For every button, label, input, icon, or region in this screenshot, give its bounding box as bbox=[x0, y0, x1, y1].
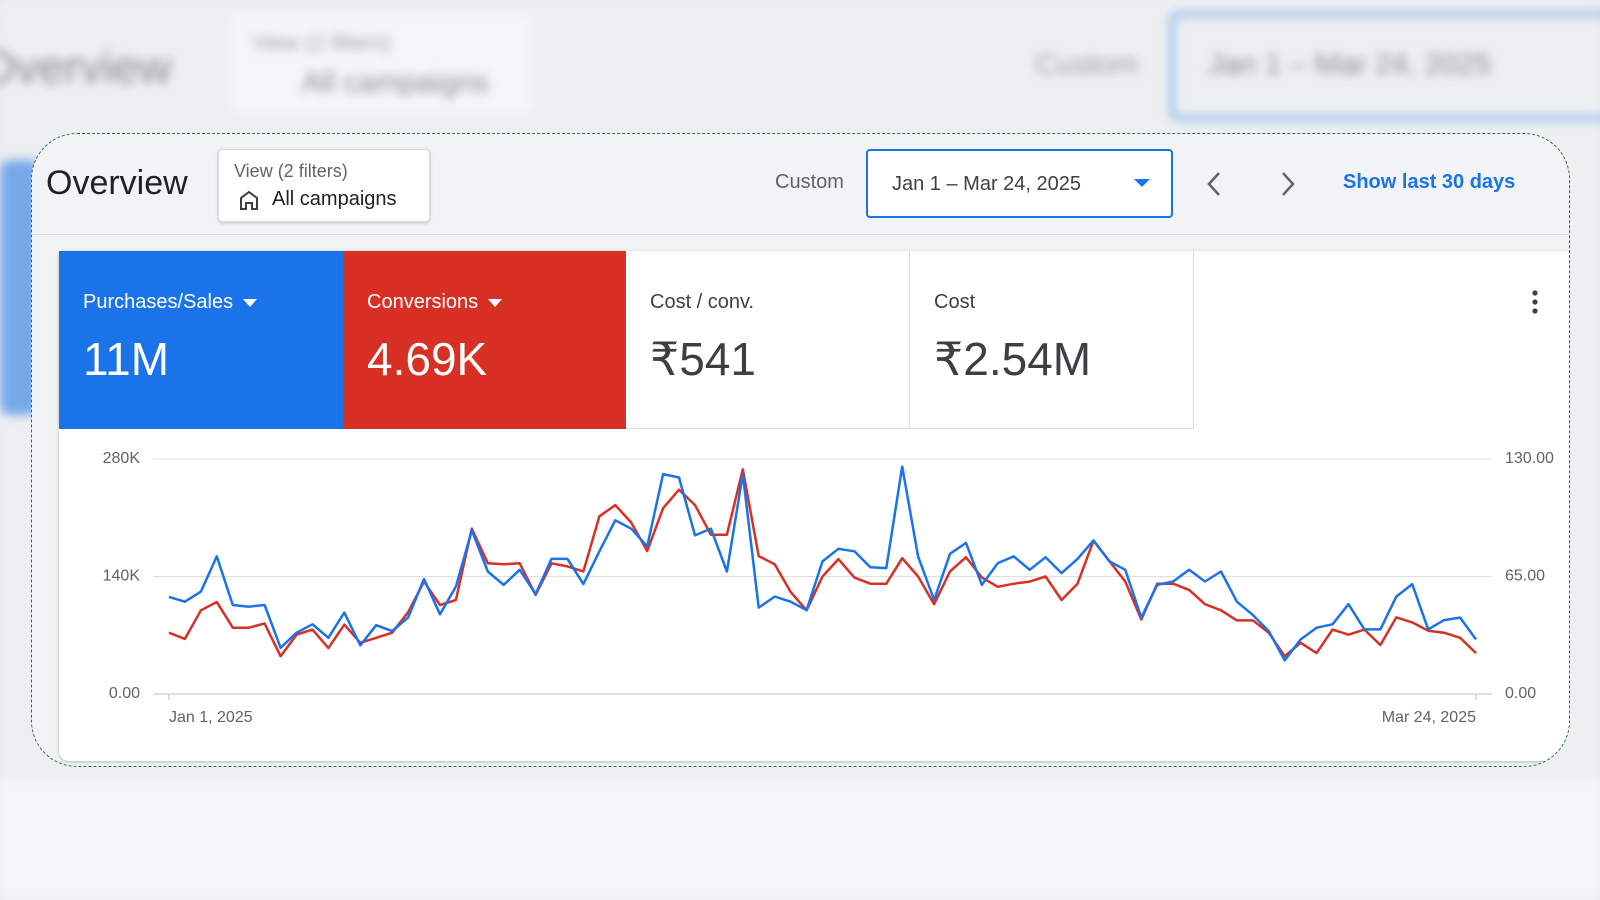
scorecard: Cost / conv. ₹541 bbox=[626, 251, 910, 429]
scorecard-label-row: Conversions bbox=[367, 291, 603, 314]
scorecard: Cost ₹2.54M bbox=[910, 251, 1194, 429]
bg-chart bbox=[0, 780, 1600, 900]
divider bbox=[32, 234, 1569, 235]
scorecard-value: 4.69K bbox=[367, 333, 488, 385]
scorecard-value: ₹541 bbox=[650, 333, 757, 385]
view-selector[interactable]: View (2 filters) All campaigns bbox=[218, 149, 430, 222]
bg-view-name: All campaigns bbox=[302, 66, 489, 99]
scorecard-value: 11M bbox=[83, 333, 170, 385]
date-mode: Custom bbox=[775, 171, 844, 193]
scorecard-value: ₹2.54M bbox=[934, 333, 1092, 385]
x-tick-label: Jan 1, 2025 bbox=[169, 709, 253, 726]
y-tick-label: 280K bbox=[103, 450, 141, 467]
more-menu[interactable] bbox=[1531, 289, 1539, 315]
dropdown-icon bbox=[488, 298, 503, 307]
scorecard-label: Cost bbox=[934, 291, 976, 313]
scorecard[interactable]: Conversions 4.69K bbox=[343, 251, 627, 429]
y2-tick-label: 130.00 bbox=[1505, 450, 1554, 467]
overview-panel: Overview View (2 filters) All campaigns … bbox=[31, 133, 1570, 767]
show-last-30-days[interactable]: Show last 30 days bbox=[1343, 171, 1516, 193]
prev-button[interactable] bbox=[1202, 169, 1226, 199]
date-picker[interactable]: Jan 1 – Mar 24, 2025 bbox=[866, 149, 1173, 218]
view-name: All campaigns bbox=[272, 188, 397, 210]
scorecard-label-row: Purchases/Sales bbox=[83, 291, 319, 314]
bg-view-label: View (2 filters) bbox=[252, 30, 391, 55]
y-tick-label: 140K bbox=[103, 568, 141, 585]
title: Overview bbox=[46, 164, 188, 202]
y-tick-label: 0.00 bbox=[109, 685, 140, 702]
series-line bbox=[168, 465, 1478, 662]
scorecard-label: Purchases/Sales bbox=[83, 291, 234, 313]
series-line bbox=[168, 468, 1477, 658]
view-label: View (2 filters) bbox=[234, 161, 348, 181]
dropdown-icon bbox=[1134, 179, 1150, 187]
scorecard-label-row: Cost bbox=[934, 291, 1169, 314]
x-tick-label: Mar 24, 2025 bbox=[1382, 709, 1476, 726]
scorecard-label-row: Cost / conv. bbox=[650, 291, 885, 314]
bg-date: Jan 1 – Mar 24, 2025 bbox=[1170, 12, 1600, 120]
y2-tick-label: 0.00 bbox=[1505, 685, 1536, 702]
scorecard-label: Cost / conv. bbox=[650, 291, 755, 313]
date-range: Jan 1 – Mar 24, 2025 bbox=[892, 173, 1082, 195]
y2-tick-label: 65.00 bbox=[1505, 568, 1545, 585]
next-button[interactable] bbox=[1276, 169, 1300, 199]
bg-view: View (2 filters) All campaigns bbox=[232, 14, 532, 112]
home-icon bbox=[240, 190, 258, 210]
scorecard[interactable]: Purchases/Sales 11M bbox=[59, 251, 343, 429]
scorecard-label: Conversions bbox=[367, 291, 479, 313]
bg-date-range: Jan 1 – Mar 24, 2025 bbox=[1208, 48, 1492, 81]
bg-date-mode: Custom bbox=[1035, 48, 1139, 81]
dropdown-icon bbox=[243, 298, 258, 307]
bg-title: Overview bbox=[0, 41, 172, 93]
